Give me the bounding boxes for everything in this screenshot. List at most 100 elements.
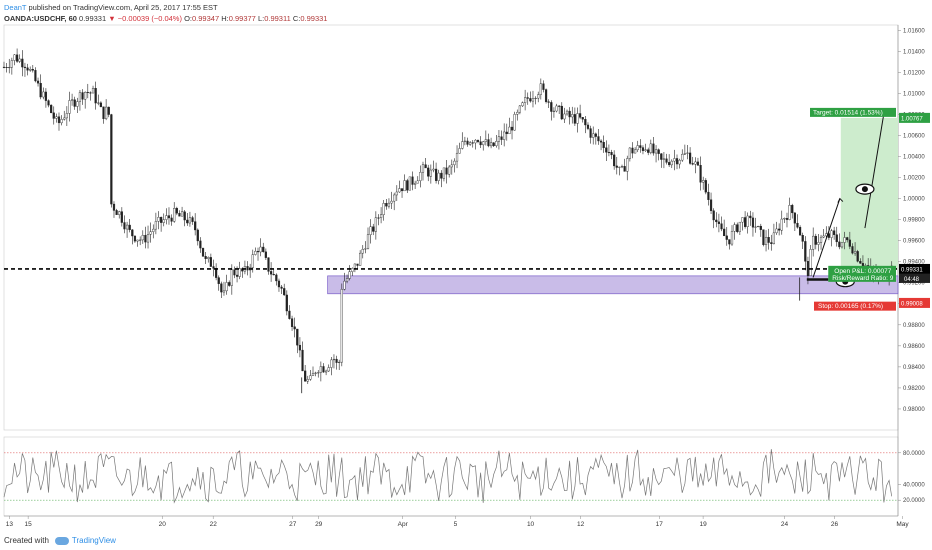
candle-body bbox=[325, 370, 328, 373]
candle-body bbox=[91, 88, 95, 94]
candle-body bbox=[366, 234, 370, 249]
candle-body bbox=[162, 219, 165, 223]
candle-body bbox=[65, 113, 68, 119]
candle-body bbox=[743, 217, 747, 227]
price-tick-label: 1.01200 bbox=[903, 70, 925, 76]
candle-body bbox=[581, 117, 584, 120]
publish-info: DeanT published on TradingView.com, Apri… bbox=[4, 3, 218, 12]
candle-body bbox=[791, 205, 794, 214]
candle-body bbox=[796, 222, 799, 228]
stop-price-badge: 0.99008 bbox=[901, 301, 923, 307]
candle-body bbox=[170, 217, 173, 222]
candle-body bbox=[131, 229, 134, 237]
candle-body bbox=[107, 106, 110, 115]
candle-body bbox=[798, 227, 802, 236]
time-tick-label: May bbox=[896, 521, 909, 528]
candle-body bbox=[298, 344, 302, 351]
symbol-label[interactable]: OANDA:USDCHF, 60 bbox=[4, 14, 77, 23]
candle-body bbox=[772, 232, 776, 244]
target-label-bg bbox=[810, 107, 896, 117]
candle-body bbox=[429, 169, 432, 177]
price-tick-label: 1.00000 bbox=[903, 197, 925, 203]
candle-body bbox=[526, 97, 529, 99]
candle-body bbox=[209, 257, 212, 267]
candle-body bbox=[741, 217, 744, 223]
candle-body bbox=[461, 141, 464, 149]
candle-body bbox=[50, 104, 53, 114]
candle-body bbox=[361, 249, 364, 254]
candle-body bbox=[283, 288, 286, 296]
projection-arrow-2 bbox=[864, 109, 886, 229]
candle-body bbox=[374, 217, 377, 232]
candle-body bbox=[558, 105, 561, 107]
open-pnl-text: Open P&L: 0.00077 bbox=[834, 268, 891, 275]
candle-body bbox=[199, 240, 202, 249]
price-tick-label: 0.98200 bbox=[903, 386, 925, 392]
candle-body bbox=[369, 226, 372, 235]
price-tick-label: 1.01400 bbox=[903, 49, 925, 55]
candle-body bbox=[641, 147, 645, 151]
candle-body bbox=[225, 282, 228, 292]
candle-body bbox=[42, 91, 45, 98]
position-info-bg bbox=[828, 265, 896, 282]
candle-body bbox=[736, 224, 739, 232]
candle-body bbox=[251, 254, 254, 268]
candle-body bbox=[141, 235, 144, 241]
rsi-tick-label: 80.0000 bbox=[903, 451, 925, 457]
candle-body bbox=[427, 167, 430, 177]
candle-body bbox=[654, 149, 658, 154]
candle-body bbox=[589, 128, 592, 138]
author-link[interactable]: DeanT bbox=[4, 3, 27, 12]
candle-body bbox=[372, 226, 375, 232]
time-tick-label: 26 bbox=[831, 521, 839, 528]
price-tick-label: 0.99200 bbox=[903, 281, 925, 287]
candle-body bbox=[474, 139, 477, 144]
price-tick-label: 1.00400 bbox=[903, 154, 925, 160]
candle-body bbox=[458, 148, 461, 154]
candle-body bbox=[717, 221, 721, 224]
candle-body bbox=[631, 147, 634, 154]
candle-body bbox=[856, 251, 859, 262]
candle-body bbox=[398, 188, 401, 193]
candle-body bbox=[52, 112, 55, 119]
candle-body bbox=[597, 136, 600, 142]
candle-body bbox=[188, 217, 192, 224]
price-change: ▼ −0.00039 (−0.04%) bbox=[108, 14, 182, 23]
tradingview-logo[interactable]: TradingView bbox=[54, 536, 116, 545]
candle-body bbox=[400, 188, 404, 192]
candle-body bbox=[649, 143, 652, 153]
candle-body bbox=[340, 289, 343, 363]
target-price-badge: 1.00767 bbox=[901, 116, 923, 122]
candle-body bbox=[217, 277, 220, 284]
price-tick-label: 0.99800 bbox=[903, 218, 925, 224]
candle-body bbox=[275, 274, 278, 282]
target-price-badge-bg bbox=[899, 112, 930, 123]
candle-body bbox=[775, 228, 778, 234]
candle-body bbox=[152, 228, 155, 232]
candle-body bbox=[309, 375, 312, 380]
candle-body bbox=[26, 67, 29, 71]
candle-body bbox=[440, 172, 443, 179]
candle-body bbox=[437, 172, 440, 181]
candle-body bbox=[819, 236, 823, 243]
candle-body bbox=[738, 221, 741, 232]
candle-body bbox=[626, 158, 629, 172]
candle-body bbox=[359, 252, 362, 266]
candle-body bbox=[44, 91, 47, 101]
time-tick-label: 15 bbox=[25, 521, 33, 528]
candle-body bbox=[534, 97, 537, 99]
candle-body bbox=[57, 116, 61, 124]
candle-body bbox=[408, 176, 411, 191]
candle-body bbox=[432, 168, 435, 171]
candle-body bbox=[573, 114, 576, 124]
candle-body bbox=[264, 251, 267, 258]
candle-body bbox=[280, 286, 283, 289]
candle-body bbox=[222, 290, 226, 293]
price-tick-label: 0.99600 bbox=[903, 239, 925, 245]
candle-body bbox=[256, 250, 260, 253]
candle-body bbox=[487, 139, 490, 147]
candle-body bbox=[555, 105, 558, 112]
candle-body bbox=[563, 113, 566, 120]
candle-body bbox=[15, 54, 19, 62]
